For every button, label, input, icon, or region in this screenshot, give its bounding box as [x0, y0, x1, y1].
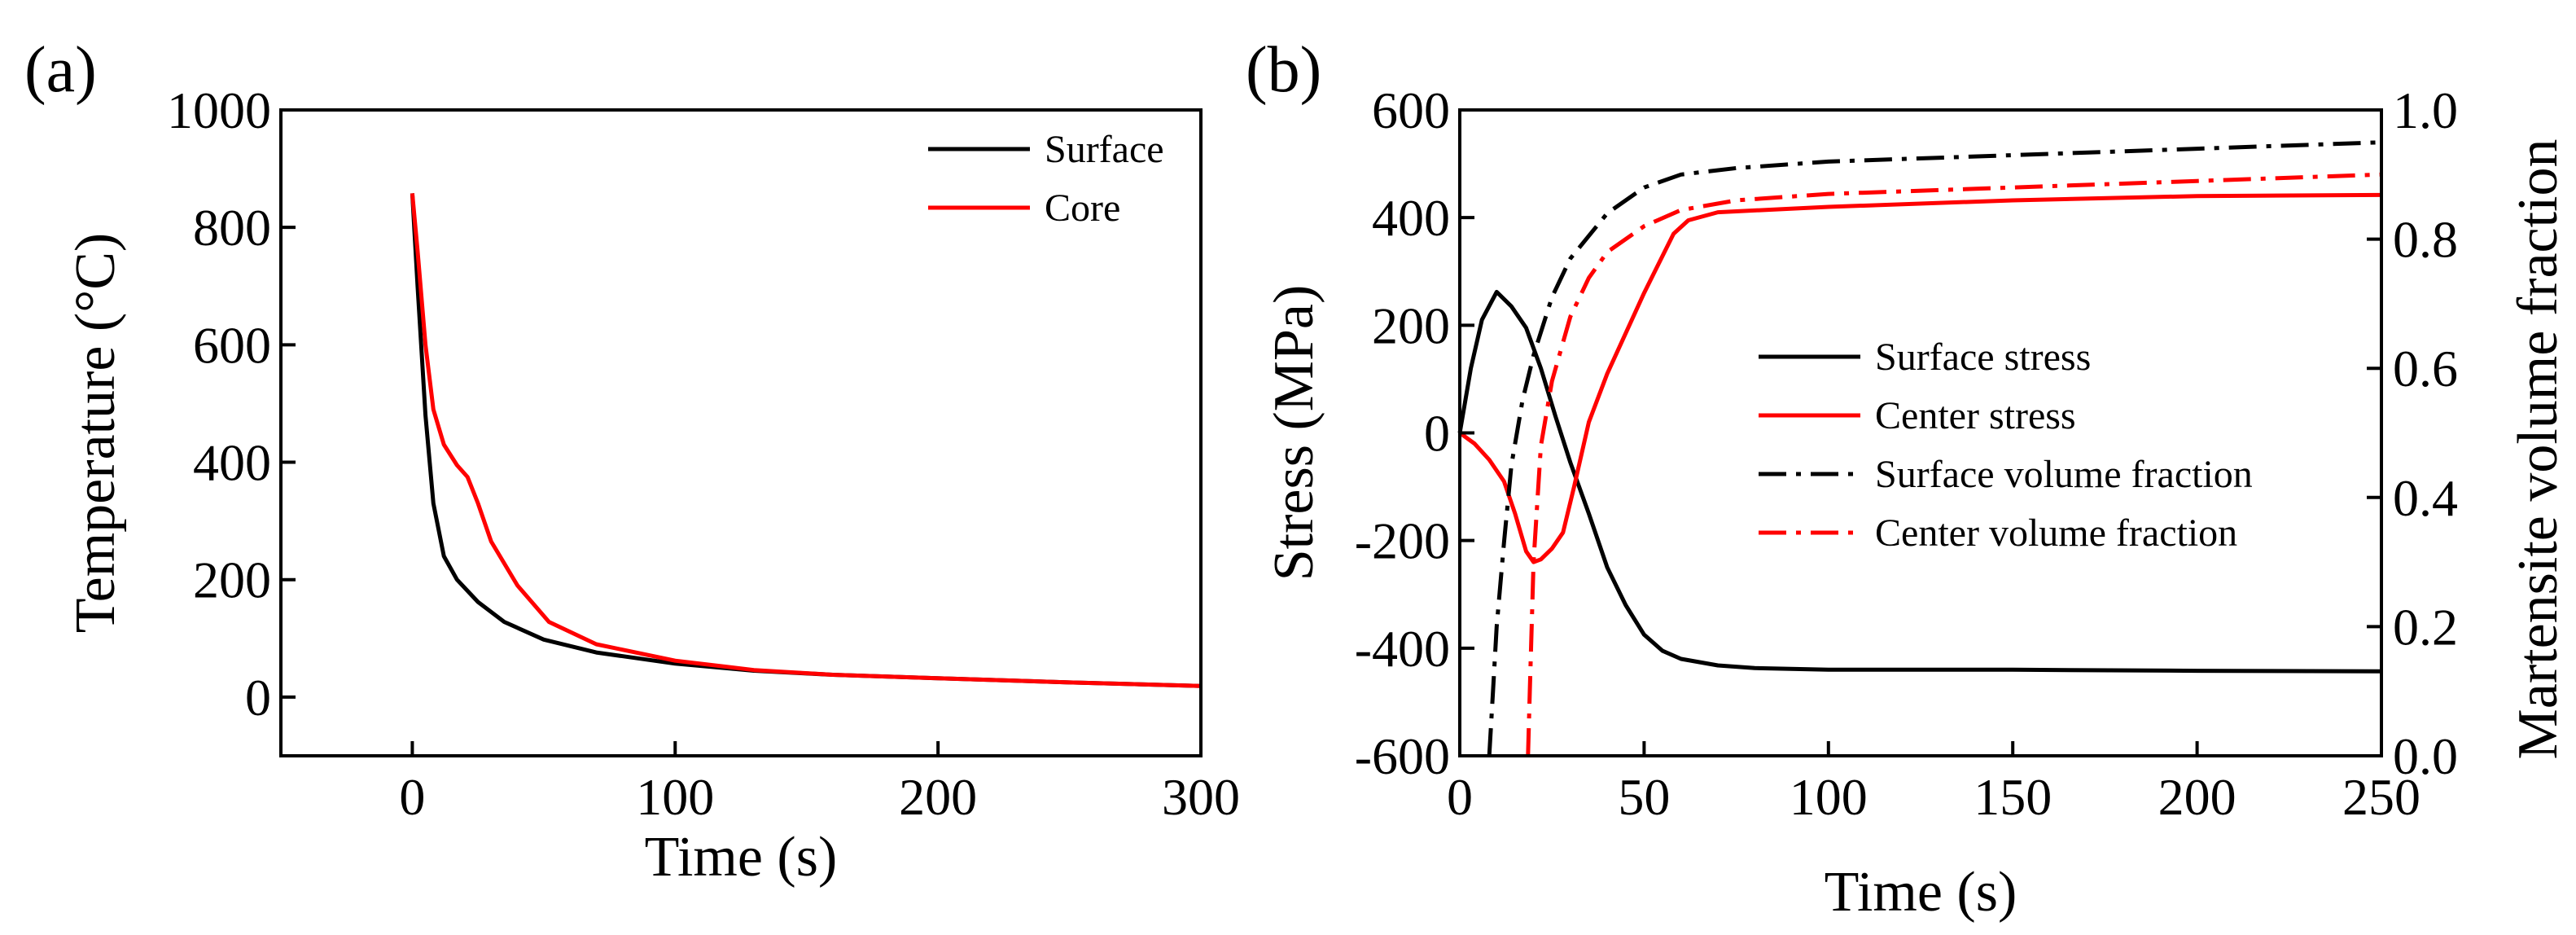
- x-tick-label-b: 0: [1447, 768, 1473, 826]
- x-axis-label-b: Time (s): [1825, 861, 2017, 924]
- x-tick-label-a: 0: [399, 768, 425, 826]
- panel-a: (a) 0 100 200 300 0 200 400 600 800 1000 Time (s…: [24, 34, 1240, 889]
- x-tick-label-a: 100: [636, 768, 714, 826]
- y2-tick-label-b: 0.0: [2393, 727, 2458, 785]
- legend-label-b-0: Surface stress: [1875, 336, 2091, 379]
- y2-axis-ticks-b: 0.0 0.2 0.4 0.6 0.8 1.0: [2367, 81, 2458, 785]
- series-line-surface-volume-fraction: [1487, 140, 2382, 757]
- y-tick-label-b: 600: [1372, 81, 1450, 139]
- y-tick-label-a: 200: [193, 551, 271, 609]
- legend-label-a-0: Surface: [1045, 128, 1164, 171]
- plot-area-a: [410, 193, 1202, 688]
- panel-label-b: (b): [1246, 34, 1321, 106]
- legend-label-b-3: Center volume fraction: [1875, 511, 2237, 555]
- x-tick-label-b: 200: [2158, 768, 2236, 826]
- y-tick-label-a: 800: [193, 199, 271, 257]
- y2-tick-label-b: 0.2: [2393, 598, 2458, 656]
- series-line-center-volume-fraction: [1526, 172, 2382, 757]
- legend-b: Surface stress Center stress Surface volum…: [1759, 336, 2253, 555]
- x-axis-ticks-a: 0 100 200 300: [399, 741, 1240, 826]
- x-axis-ticks-b: 0 50 100 150 200 250: [1447, 741, 2420, 826]
- y-tick-label-b: 0: [1424, 405, 1450, 463]
- y-tick-label-b: -600: [1355, 727, 1450, 785]
- legend-a: Surface Core: [928, 128, 1164, 230]
- y-axis-label-b: Stress (MPa): [1263, 285, 1325, 582]
- legend-label-b-1: Center stress: [1875, 394, 2076, 437]
- x-tick-label-a: 300: [1162, 768, 1240, 826]
- y2-axis-label-b: Martensite volume fraction: [2507, 139, 2569, 760]
- legend-label-b-2: Surface volume fraction: [1875, 453, 2253, 496]
- y-tick-label-a: 400: [193, 434, 271, 492]
- y-axis-ticks-b: -600 -400 -200 0 200 400 600: [1355, 81, 1474, 785]
- x-axis-label-a: Time (s): [645, 826, 838, 889]
- y2-tick-label-b: 1.0: [2393, 81, 2458, 139]
- x-tick-label-b: 50: [1618, 768, 1670, 826]
- x-tick-label-b: 150: [1974, 768, 2052, 826]
- y-tick-label-a: 1000: [167, 81, 271, 139]
- series-line-core: [410, 193, 1202, 688]
- panel-b: (b) 0 50 100 150 200 250 -600 -400 -200 0 200 400 6…: [1246, 34, 2569, 924]
- x-tick-label-a: 200: [899, 768, 977, 826]
- series-line-surface-stress: [1457, 289, 2382, 674]
- y2-tick-label-b: 0.6: [2393, 340, 2458, 397]
- series-line-surface: [410, 193, 1202, 688]
- y-tick-label-a: 600: [193, 316, 271, 374]
- x-tick-label-b: 250: [2342, 768, 2420, 826]
- y2-tick-label-b: 0.4: [2393, 469, 2458, 527]
- y-axis-ticks-a: 0 200 400 600 800 1000: [167, 81, 296, 726]
- y-tick-label-a: 0: [245, 669, 271, 726]
- legend-label-a-1: Core: [1045, 187, 1120, 230]
- panel-label-a: (a): [24, 34, 97, 106]
- y-tick-label-b: -400: [1355, 620, 1450, 678]
- y-axis-label-a: Temperature (°C): [64, 233, 127, 633]
- y-tick-label-b: -200: [1355, 512, 1450, 570]
- x-tick-label-b: 100: [1790, 768, 1868, 826]
- plot-area-b: [1457, 140, 2382, 757]
- y2-tick-label-b: 0.8: [2393, 211, 2458, 269]
- axes-frame-a: [279, 108, 1203, 757]
- y-tick-label-b: 400: [1372, 189, 1450, 247]
- y-tick-label-b: 200: [1372, 296, 1450, 354]
